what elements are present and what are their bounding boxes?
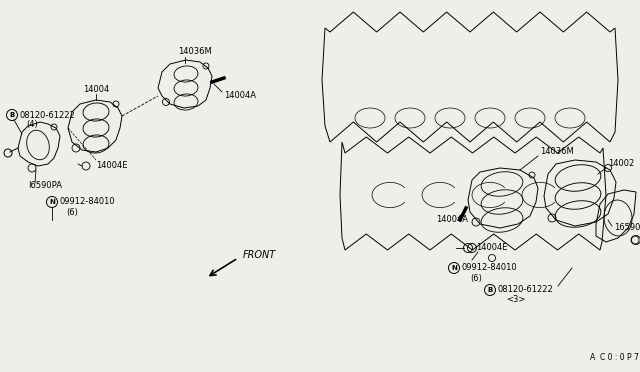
Text: 14002: 14002 <box>608 160 634 169</box>
Text: B: B <box>10 112 15 118</box>
Text: 08120-61222: 08120-61222 <box>498 285 554 295</box>
Text: 14004E: 14004E <box>476 244 508 253</box>
Text: 14004A: 14004A <box>224 92 256 100</box>
Text: 08120-61222: 08120-61222 <box>20 110 76 119</box>
Text: 09912-84010: 09912-84010 <box>462 263 518 273</box>
Text: 14004E: 14004E <box>96 161 127 170</box>
Text: 14004A: 14004A <box>436 215 468 224</box>
Text: 14036M: 14036M <box>178 48 212 57</box>
Text: 09912-84010: 09912-84010 <box>60 198 116 206</box>
Text: (6): (6) <box>66 208 78 217</box>
Text: <3>: <3> <box>506 295 525 305</box>
Text: N: N <box>451 265 457 271</box>
Text: (4): (4) <box>26 119 38 128</box>
Text: 14036M: 14036M <box>540 148 573 157</box>
Text: (6): (6) <box>470 273 482 282</box>
Text: A  C 0 : 0 P 7 0: A C 0 : 0 P 7 0 <box>590 353 640 362</box>
Text: 14004: 14004 <box>83 86 109 94</box>
Text: FRONT: FRONT <box>243 250 276 260</box>
Text: 16590P: 16590P <box>614 224 640 232</box>
Text: B: B <box>488 287 493 293</box>
Text: N: N <box>49 199 55 205</box>
Text: I6590PA: I6590PA <box>28 182 62 190</box>
